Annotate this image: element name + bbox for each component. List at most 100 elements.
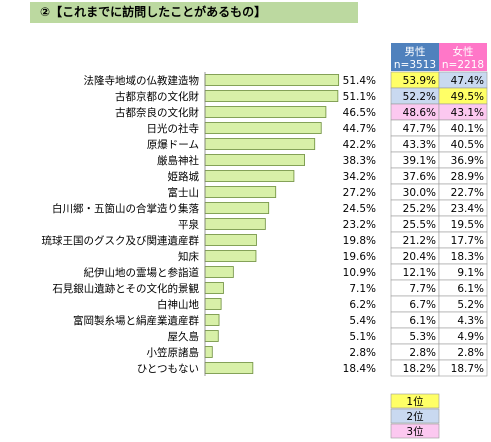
female-value: 22.7% (451, 187, 484, 199)
value-label: 19.6% (343, 251, 376, 263)
bar (204, 330, 219, 342)
female-value: 4.9% (457, 331, 484, 343)
category-label: 厳島神社 (157, 154, 199, 167)
bar (204, 346, 213, 358)
category-label: 石見銀山遺跡とその文化的景観 (52, 282, 199, 295)
bar (204, 202, 270, 214)
value-label: 19.8% (343, 235, 376, 247)
female-value: 47.4% (451, 75, 484, 87)
female-value: 5.2% (457, 299, 484, 311)
legend-rank3-label: 3位 (406, 425, 424, 438)
category-label: 古都奈良の文化財 (115, 106, 199, 119)
value-labels: 51.4% 51.1% 46.5% 44.7% 42.2% 38.3% 34.2% 27.2%… (343, 75, 376, 375)
female-value: 19.5% (451, 219, 484, 231)
value-label: 51.1% (343, 91, 376, 103)
male-value: 21.2% (403, 235, 436, 247)
male-value: 53.9% (403, 75, 436, 87)
table-header: 男性 n=3513 女性 n=2218 (391, 43, 487, 71)
female-cell (438, 359, 488, 377)
female-value: 6.1% (457, 283, 484, 295)
legend-rank2-label: 2位 (406, 410, 424, 423)
category-label: 白神山地 (157, 298, 199, 311)
bar (204, 362, 254, 374)
bar (204, 138, 316, 150)
category-label: 白川郷・五箇山の合掌造り集落 (52, 202, 199, 215)
male-value: 5.3% (409, 331, 436, 343)
bar (204, 122, 322, 134)
legend-rank3-swatch (390, 423, 440, 439)
female-value: 40.1% (451, 123, 484, 135)
category-label: 屋久島 (168, 330, 200, 343)
category-labels: 法隆寺地域の仏教建造物古都京都の文化財古都奈良の文化財日光の社寺原爆ドーム厳島神… (42, 74, 200, 375)
female-value: 9.1% (457, 267, 484, 279)
bar (204, 90, 339, 102)
value-label: 23.2% (343, 219, 376, 231)
bar (204, 74, 340, 86)
bars (204, 72, 340, 376)
value-label: 46.5% (343, 107, 376, 119)
bar (204, 298, 222, 310)
female-value: 36.9% (451, 155, 484, 167)
male-value: 39.1% (403, 155, 436, 167)
male-value: 6.7% (409, 299, 436, 311)
bar (204, 154, 305, 166)
female-value: 2.8% (457, 347, 484, 359)
male-value: 47.7% (403, 123, 436, 135)
legend-rank1-label: 1位 (406, 395, 424, 408)
legend-rank1-swatch (390, 393, 440, 409)
female-value: 17.7% (451, 235, 484, 247)
category-label: 知床 (178, 250, 199, 263)
category-label: 姫路城 (168, 170, 200, 183)
bar (204, 106, 327, 118)
male-value: 18.2% (403, 363, 436, 375)
value-label: 44.7% (343, 123, 376, 135)
value-label: 34.2% (343, 171, 376, 183)
bar (204, 218, 266, 230)
female-value: 49.5% (451, 91, 484, 103)
bar (204, 250, 257, 262)
category-label: 古都京都の文化財 (115, 90, 199, 103)
category-label: 小笠原諸島 (147, 346, 200, 359)
female-value: 28.9% (451, 171, 484, 183)
value-label: 38.3% (343, 155, 376, 167)
bar (204, 170, 295, 182)
male-value: 7.7% (409, 283, 436, 295)
male-value: 48.6% (403, 107, 436, 119)
category-label: 日光の社寺 (147, 122, 200, 135)
category-label: 法隆寺地域の仏教建造物 (84, 74, 200, 87)
female-header-label: 女性 (453, 45, 474, 58)
male-value: 25.5% (403, 219, 436, 231)
category-label: 紀伊山地の霊場と参詣道 (84, 266, 200, 279)
value-label: 27.2% (343, 187, 376, 199)
male-header-label: 男性 (405, 45, 426, 58)
side-table: 53.9% 47.4% 52.2% 49.5% 48.6% 43.1% 47.7% 40.1%… (390, 71, 488, 377)
bar (204, 266, 234, 278)
category-label: 原爆ドーム (147, 138, 199, 151)
value-label: 42.2% (343, 139, 376, 151)
category-label: 富岡製糸場と絹産業遺産群 (73, 314, 199, 327)
category-label: 琉球王国のグスク及び関連遺産群 (42, 234, 200, 247)
male-value: 12.1% (403, 267, 436, 279)
male-value: 25.2% (403, 203, 436, 215)
male-value: 30.0% (403, 187, 436, 199)
bar (204, 282, 224, 294)
female-value: 18.3% (451, 251, 484, 263)
value-label: 51.4% (343, 75, 376, 87)
value-label: 5.1% (349, 331, 376, 343)
chart-title: ②【これまでに訪問したことがあるもの】 (30, 2, 358, 23)
value-label: 2.8% (349, 347, 376, 359)
male-header-n: n=3513 (394, 59, 436, 71)
bar (204, 314, 220, 326)
legend-rank2-swatch (390, 408, 440, 424)
male-value: 20.4% (403, 251, 436, 263)
male-value: 2.8% (409, 347, 436, 359)
value-label: 18.4% (343, 363, 376, 375)
category-label: ひとつもない (137, 363, 199, 375)
female-value: 23.4% (451, 203, 484, 215)
female-header-cell (439, 43, 487, 71)
female-value: 18.7% (451, 363, 484, 375)
category-label: 平泉 (178, 218, 199, 231)
category-label: 富士山 (168, 186, 200, 199)
